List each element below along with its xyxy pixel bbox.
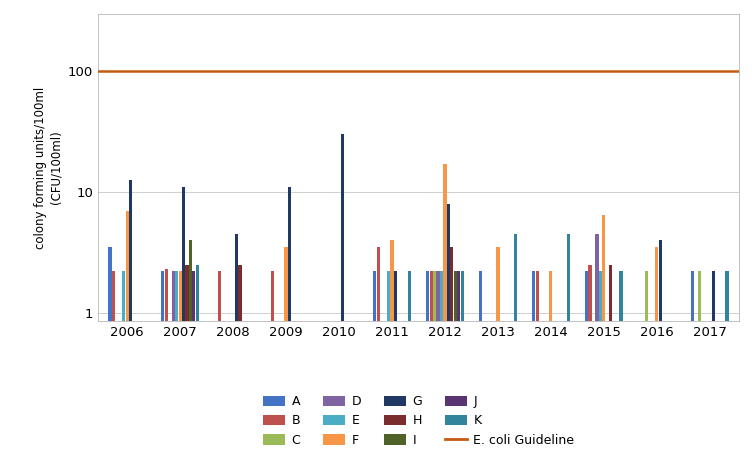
Bar <box>454 271 457 459</box>
Bar <box>394 271 397 459</box>
Bar <box>437 271 440 459</box>
Bar <box>373 271 376 459</box>
Bar <box>218 271 221 459</box>
Bar <box>596 234 599 459</box>
Bar <box>185 265 188 459</box>
Bar <box>535 271 538 459</box>
Bar <box>609 265 612 459</box>
Bar <box>659 240 662 459</box>
Bar <box>112 271 115 459</box>
Bar <box>457 271 460 459</box>
Bar <box>691 271 694 459</box>
Bar <box>172 271 175 459</box>
Bar <box>440 271 443 459</box>
Bar <box>284 247 287 459</box>
Bar <box>566 234 570 459</box>
Bar <box>645 271 648 459</box>
Bar <box>188 240 192 459</box>
Bar <box>443 164 446 459</box>
Bar <box>430 271 433 459</box>
Bar <box>129 180 132 459</box>
Bar <box>161 271 164 459</box>
Bar <box>655 247 658 459</box>
Bar <box>175 271 178 459</box>
Bar <box>496 247 499 459</box>
Bar <box>461 271 464 459</box>
Bar <box>712 271 715 459</box>
Bar <box>513 234 516 459</box>
Bar <box>126 211 129 459</box>
Bar <box>589 265 592 459</box>
Bar <box>698 271 701 459</box>
Y-axis label: colony forming units/100ml
(CFU/100ml): colony forming units/100ml (CFU/100ml) <box>35 86 63 249</box>
Bar <box>271 271 274 459</box>
Bar <box>479 271 483 459</box>
Legend: A, B, C, D, E, F, G, H, I, J, K, E. coli Guideline: A, B, C, D, E, F, G, H, I, J, K, E. coli… <box>262 395 575 447</box>
Bar <box>235 234 238 459</box>
Bar <box>408 271 411 459</box>
Bar <box>288 187 291 459</box>
Bar <box>109 247 112 459</box>
Bar <box>550 271 553 459</box>
Bar <box>377 247 380 459</box>
Bar <box>182 187 185 459</box>
Bar <box>620 271 623 459</box>
Bar <box>725 271 728 459</box>
Bar <box>450 247 453 459</box>
Bar <box>532 271 535 459</box>
Bar <box>599 271 602 459</box>
Bar <box>192 271 195 459</box>
Bar <box>447 204 450 459</box>
Bar <box>179 271 182 459</box>
Bar <box>122 271 125 459</box>
Bar <box>387 271 390 459</box>
Bar <box>196 265 199 459</box>
Bar <box>433 271 437 459</box>
Bar <box>602 215 605 459</box>
Bar <box>426 271 429 459</box>
Bar <box>391 240 394 459</box>
Bar <box>165 269 168 459</box>
Bar <box>238 265 241 459</box>
Bar <box>341 134 344 459</box>
Bar <box>585 271 588 459</box>
